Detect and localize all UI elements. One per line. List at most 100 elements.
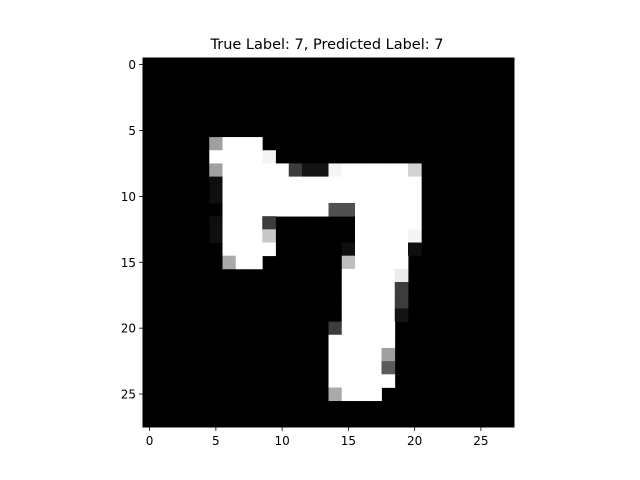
- pixel-cell: [368, 242, 382, 257]
- pixel-cell: [381, 229, 396, 243]
- x-tick-label: 15: [341, 434, 356, 448]
- pixel-cell: [341, 321, 356, 336]
- pixel-cell: [262, 163, 276, 178]
- pixel-cell: [394, 176, 409, 191]
- pixel-cell: [341, 347, 356, 362]
- pixel-cell: [235, 150, 250, 164]
- pixel-cell: [355, 176, 369, 191]
- pixel-cell: [275, 163, 290, 178]
- pixel-cell: [222, 176, 237, 191]
- pixel-cell: [381, 347, 396, 362]
- pixel-cell: [355, 268, 369, 283]
- pixel-cell: [315, 163, 329, 178]
- pixel-cell: [341, 334, 356, 349]
- y-tick-label: 25: [121, 388, 136, 402]
- pixel-cell: [355, 282, 369, 296]
- pixel-cell: [288, 202, 303, 217]
- image-layer: [143, 58, 514, 427]
- x-tick-label: 20: [407, 434, 422, 448]
- pixel-cell: [302, 189, 316, 204]
- pixel-cell: [355, 321, 369, 336]
- pixel-cell: [262, 189, 276, 204]
- pixel-cell: [341, 189, 356, 204]
- x-tick-label: 5: [212, 434, 220, 448]
- pixel-cell: [368, 347, 382, 362]
- y-tick-label: 15: [121, 256, 136, 270]
- pixel-cell: [381, 334, 396, 349]
- pixel-cell: [408, 229, 422, 243]
- y-tick-label: 20: [121, 322, 136, 336]
- pixel-cell: [315, 189, 329, 204]
- pixel-cell: [368, 295, 382, 309]
- x-tick-label: 10: [274, 434, 289, 448]
- y-tick-label: 5: [128, 124, 136, 138]
- pixel-cell: [381, 321, 396, 336]
- pixel-cell: [408, 176, 422, 191]
- pixel-cell: [222, 137, 237, 151]
- pixel-cell: [394, 242, 409, 257]
- pixel-cell: [341, 282, 356, 296]
- pixel-cell: [209, 189, 223, 204]
- pixel-cell: [209, 229, 223, 243]
- pixel-cell: [381, 242, 396, 257]
- pixel-cell: [355, 229, 369, 243]
- pixel-cell: [341, 308, 356, 322]
- pixel-cell: [381, 295, 396, 309]
- pixel-cell: [368, 321, 382, 336]
- pixel-cell: [355, 308, 369, 322]
- pixel-cell: [275, 189, 290, 204]
- pixel-cell: [262, 216, 276, 230]
- pixel-cell: [408, 163, 422, 178]
- pixel-cell: [341, 163, 356, 178]
- pixel-cell: [381, 189, 396, 204]
- pixel-cell: [209, 137, 223, 151]
- pixel-cell: [355, 347, 369, 362]
- pixel-cell: [394, 255, 409, 270]
- pixel-cell: [355, 216, 369, 230]
- pixel-cell: [355, 334, 369, 349]
- pixel-cell: [341, 374, 356, 388]
- pixel-cell: [302, 202, 316, 217]
- pixel-cell: [235, 242, 250, 257]
- pixel-cell: [275, 176, 290, 191]
- pixel-cell: [381, 282, 396, 296]
- pixel-cell: [262, 176, 276, 191]
- pixel-cell: [394, 268, 409, 283]
- pixel-cell: [408, 202, 422, 217]
- pixel-cell: [394, 216, 409, 230]
- pixel-cell: [249, 189, 263, 204]
- pixel-cell: [355, 295, 369, 309]
- pixel-cell: [368, 308, 382, 322]
- pixel-cell: [235, 176, 250, 191]
- pixel-cell: [235, 255, 250, 270]
- pixel-cell: [341, 361, 356, 375]
- pixel-cell: [381, 163, 396, 178]
- axes-frame: [142, 57, 515, 428]
- pixel-cell: [328, 321, 343, 336]
- pixel-cell: [368, 255, 382, 270]
- pixel-cell: [408, 189, 422, 204]
- pixel-cell: [262, 150, 276, 164]
- pixel-cell: [328, 374, 343, 388]
- y-tick-label: 0: [128, 58, 136, 72]
- pixel-cell: [408, 242, 422, 257]
- pixel-cell: [315, 176, 329, 191]
- pixel-cell: [341, 268, 356, 283]
- pixel-cell: [302, 163, 316, 178]
- pixel-cell: [381, 255, 396, 270]
- chart-title: True Label: 7, Predicted Label: 7: [210, 37, 444, 53]
- pixel-cell: [288, 163, 303, 178]
- pixel-cell: [341, 176, 356, 191]
- pixel-cell: [355, 361, 369, 375]
- pixel-cell: [209, 150, 223, 164]
- pixel-cell: [355, 255, 369, 270]
- pixel-cell: [275, 202, 290, 217]
- pixel-cell: [262, 229, 276, 243]
- pixel-cell: [368, 268, 382, 283]
- pixel-cell: [235, 137, 250, 151]
- pixel-cell: [408, 216, 422, 230]
- pixel-cell: [381, 202, 396, 217]
- pixel-cell: [222, 216, 237, 230]
- pixel-cell: [235, 202, 250, 217]
- x-axis: 0 5 10 15 20 25: [146, 427, 489, 448]
